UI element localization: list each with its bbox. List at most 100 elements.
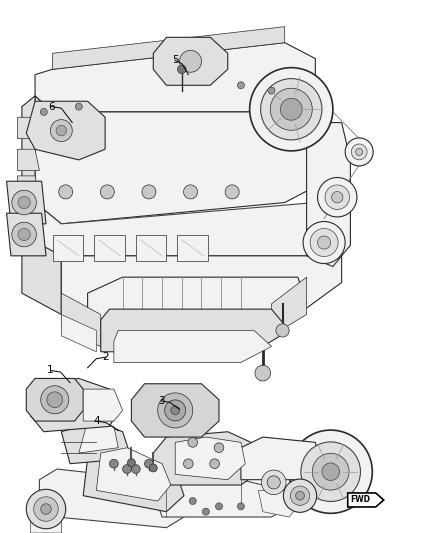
Text: 2: 2 — [102, 352, 110, 362]
Circle shape — [184, 459, 193, 469]
Polygon shape — [272, 277, 307, 336]
Polygon shape — [22, 96, 61, 256]
Polygon shape — [136, 235, 166, 261]
Polygon shape — [53, 235, 83, 261]
Polygon shape — [96, 448, 171, 501]
Circle shape — [59, 185, 73, 199]
Circle shape — [41, 386, 69, 414]
Circle shape — [34, 497, 58, 521]
Circle shape — [268, 87, 275, 94]
Circle shape — [18, 228, 30, 241]
Circle shape — [237, 82, 244, 89]
Circle shape — [318, 236, 331, 249]
Circle shape — [325, 185, 350, 209]
Circle shape — [12, 222, 36, 247]
Circle shape — [180, 50, 201, 72]
Text: 3: 3 — [158, 396, 165, 406]
Polygon shape — [26, 101, 105, 160]
Circle shape — [123, 465, 131, 473]
Circle shape — [210, 459, 219, 469]
Circle shape — [301, 442, 360, 502]
Circle shape — [131, 465, 140, 473]
Polygon shape — [79, 421, 118, 453]
Circle shape — [188, 438, 198, 447]
Polygon shape — [7, 213, 46, 256]
Polygon shape — [153, 480, 289, 517]
Polygon shape — [61, 229, 342, 314]
Circle shape — [165, 400, 186, 421]
Circle shape — [50, 119, 72, 142]
Circle shape — [100, 185, 114, 199]
Polygon shape — [83, 453, 184, 512]
Circle shape — [127, 459, 135, 466]
Circle shape — [158, 393, 193, 428]
Circle shape — [276, 324, 289, 337]
Polygon shape — [175, 437, 245, 480]
Circle shape — [261, 470, 286, 495]
Circle shape — [215, 503, 223, 510]
Polygon shape — [348, 493, 384, 507]
Circle shape — [351, 144, 367, 160]
Circle shape — [12, 190, 36, 215]
Polygon shape — [153, 432, 263, 485]
Circle shape — [356, 148, 363, 156]
Circle shape — [255, 365, 271, 381]
Circle shape — [149, 464, 157, 472]
Circle shape — [296, 491, 304, 500]
Circle shape — [250, 68, 333, 151]
Polygon shape — [35, 43, 315, 112]
Text: 5: 5 — [172, 55, 179, 65]
Circle shape — [110, 459, 118, 468]
Circle shape — [202, 508, 209, 515]
Circle shape — [310, 229, 338, 256]
Polygon shape — [94, 235, 125, 261]
Circle shape — [290, 486, 310, 505]
Circle shape — [56, 125, 67, 136]
Circle shape — [189, 497, 196, 505]
Polygon shape — [35, 187, 342, 256]
Circle shape — [40, 108, 47, 116]
Polygon shape — [39, 469, 184, 528]
Polygon shape — [153, 37, 228, 85]
Polygon shape — [7, 181, 46, 224]
Text: 1: 1 — [47, 366, 54, 375]
Text: FWD: FWD — [351, 496, 371, 504]
Polygon shape — [61, 314, 96, 352]
Circle shape — [177, 65, 186, 74]
Polygon shape — [258, 490, 298, 517]
Polygon shape — [88, 277, 307, 330]
Polygon shape — [83, 389, 123, 421]
Polygon shape — [26, 378, 83, 421]
Circle shape — [345, 138, 373, 166]
Circle shape — [142, 185, 156, 199]
Circle shape — [322, 463, 339, 480]
Polygon shape — [61, 421, 131, 464]
Polygon shape — [241, 437, 320, 480]
Polygon shape — [177, 235, 208, 261]
Circle shape — [318, 177, 357, 217]
Polygon shape — [35, 96, 315, 224]
Polygon shape — [31, 378, 118, 432]
Polygon shape — [22, 235, 61, 314]
Text: 4: 4 — [94, 416, 101, 426]
Circle shape — [225, 185, 239, 199]
Circle shape — [312, 453, 349, 490]
Polygon shape — [53, 27, 285, 69]
Polygon shape — [18, 176, 39, 197]
Polygon shape — [61, 293, 101, 346]
Circle shape — [303, 222, 345, 263]
Polygon shape — [31, 512, 61, 533]
Polygon shape — [307, 123, 350, 266]
Circle shape — [283, 479, 317, 512]
Circle shape — [171, 406, 180, 415]
Circle shape — [261, 78, 322, 140]
Circle shape — [47, 392, 63, 408]
Circle shape — [289, 430, 372, 513]
Circle shape — [332, 191, 343, 203]
Circle shape — [18, 196, 30, 209]
Circle shape — [184, 185, 198, 199]
Polygon shape — [18, 149, 39, 171]
Polygon shape — [101, 309, 289, 352]
Circle shape — [270, 88, 312, 130]
Circle shape — [267, 476, 280, 489]
